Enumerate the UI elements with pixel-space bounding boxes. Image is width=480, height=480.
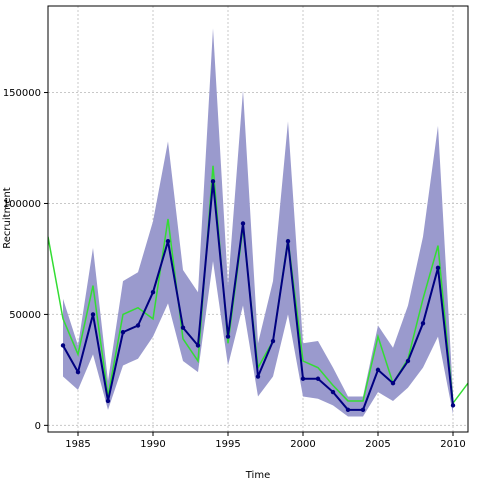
y-tick-label: 50000 [9, 310, 41, 321]
estimate-point [435, 265, 441, 271]
estimate-point [345, 407, 351, 413]
x-tick-label: 2010 [440, 439, 465, 450]
estimate-point [135, 323, 141, 328]
estimate-point [120, 329, 126, 335]
plot-frame [47, 5, 469, 433]
estimate-point [330, 389, 336, 395]
estimate-point [390, 380, 396, 386]
estimate-point [270, 338, 276, 344]
estimate-point [75, 369, 81, 375]
estimate-point [315, 376, 321, 381]
estimate-point [210, 179, 216, 184]
y-axis-label: Recruitment [2, 187, 13, 249]
estimate-point [405, 358, 411, 364]
x-tick-label: 2005 [365, 439, 390, 450]
estimate-point [420, 321, 426, 326]
confidence-band-area [63, 28, 453, 417]
axes: 1985 1990 1995 2000 2005 2010 0 50000 100000 1500… [3, 5, 469, 450]
estimate-point [375, 367, 381, 373]
estimate-point [105, 398, 111, 404]
estimate-point [450, 403, 456, 408]
estimate-point [90, 312, 96, 317]
estimate-point [285, 238, 291, 244]
x-axis-label: Time [245, 470, 270, 480]
estimate-point [195, 343, 201, 348]
x-tick-label: 1990 [140, 439, 165, 450]
confidence-band [63, 28, 453, 417]
estimate-point [240, 221, 246, 226]
estimate-point [360, 407, 366, 413]
estimate-point [255, 374, 261, 379]
y-tick-label: 150000 [3, 88, 41, 99]
estimate-point [300, 376, 306, 381]
estimate-series [60, 179, 456, 413]
estimate-point [165, 238, 171, 244]
y-tick-label: 100000 [3, 199, 41, 210]
estimate-point [150, 290, 156, 295]
estimate-point [225, 334, 231, 339]
x-tick-label: 1995 [215, 439, 240, 450]
x-tick-label: 2000 [290, 439, 315, 450]
estimate-point [180, 325, 186, 330]
estimate-point [60, 343, 66, 348]
y-tick-label: 0 [35, 421, 41, 432]
x-tick-label: 1985 [65, 439, 90, 450]
